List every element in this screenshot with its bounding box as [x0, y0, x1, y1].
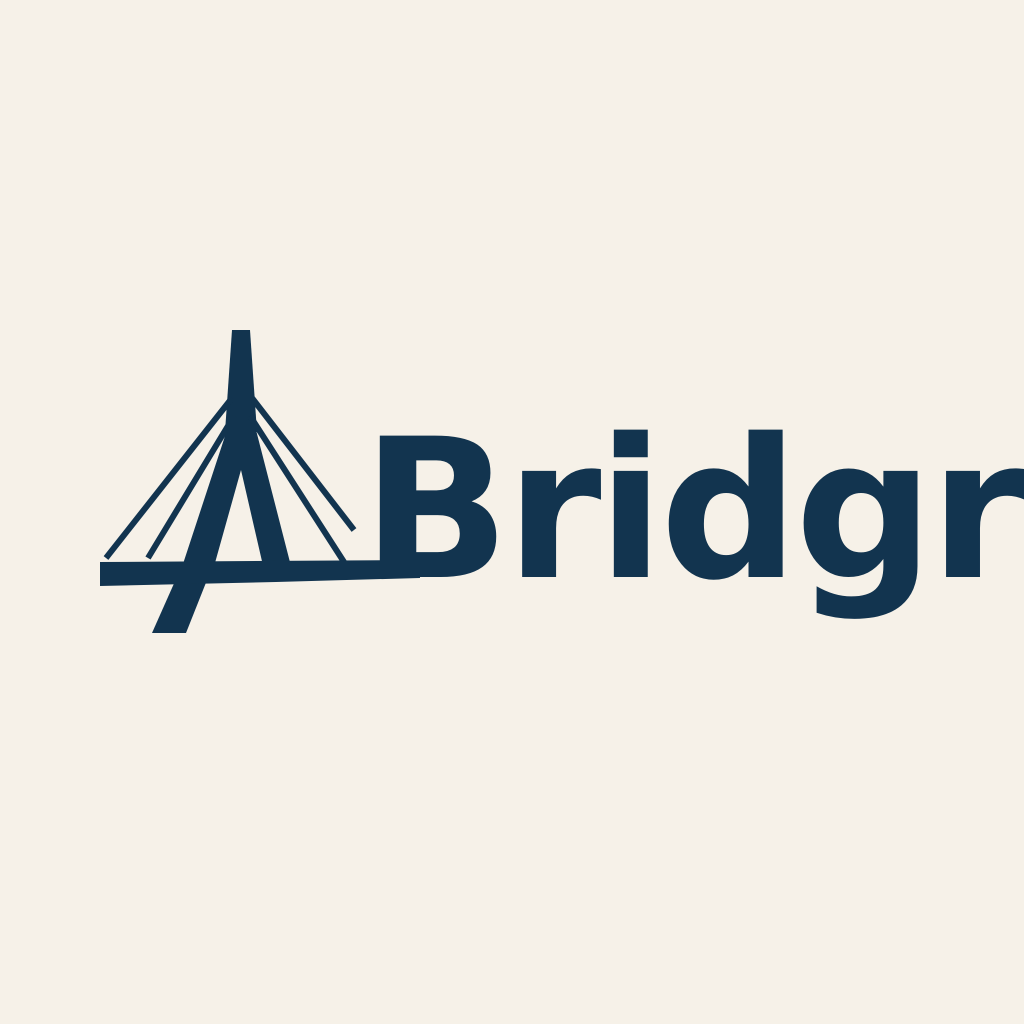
bridge-pier — [152, 570, 211, 633]
bridge-tower-legs — [181, 430, 292, 570]
bridge-tower — [225, 330, 257, 432]
wordmark: Bridgr — [362, 397, 1024, 623]
bridge-cables — [103, 396, 357, 564]
bridge-deck — [100, 560, 420, 586]
